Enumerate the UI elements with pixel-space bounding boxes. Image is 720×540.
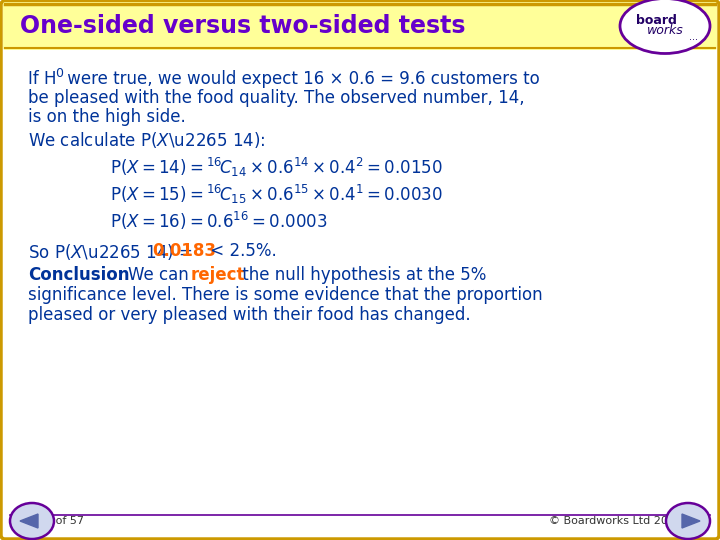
Polygon shape [682, 514, 700, 528]
Text: be pleased with the food quality. The observed number, 14,: be pleased with the food quality. The ob… [28, 89, 525, 107]
Ellipse shape [620, 0, 710, 53]
Ellipse shape [10, 503, 54, 539]
Text: : We can: : We can [117, 266, 194, 284]
Text: board: board [636, 14, 676, 26]
Text: 0.0183: 0.0183 [152, 242, 216, 260]
Text: 0: 0 [55, 67, 63, 80]
Text: Conclusion: Conclusion [28, 266, 130, 284]
Text: $\mathrm{P}(X = 14) = {}^{16}\!C_{14} \times 0.6^{14} \times 0.4^{2} = 0.0150$: $\mathrm{P}(X = 14) = {}^{16}\!C_{14} \t… [110, 156, 443, 179]
Text: the null hypothesis at the 5%: the null hypothesis at the 5% [237, 266, 487, 284]
Text: One-sided versus two-sided tests: One-sided versus two-sided tests [20, 14, 466, 38]
Text: ...: ... [690, 32, 698, 42]
Text: $\mathrm{P}(X = 15) = {}^{16}\!C_{15} \times 0.6^{15} \times 0.4^{1} = 0.0030$: $\mathrm{P}(X = 15) = {}^{16}\!C_{15} \t… [110, 183, 443, 206]
Text: works: works [647, 24, 683, 37]
Ellipse shape [666, 503, 710, 539]
Text: $\mathrm{P}(X = 16) = 0.6^{16} = 0.0003$: $\mathrm{P}(X = 16) = 0.6^{16} = 0.0003$ [110, 210, 328, 232]
Text: If H: If H [28, 70, 56, 88]
Text: 38 of 57: 38 of 57 [38, 516, 84, 526]
Text: We calculate P($\mathit{X}$\u2265 14):: We calculate P($\mathit{X}$\u2265 14): [28, 130, 266, 150]
Text: pleased or very pleased with their food has changed.: pleased or very pleased with their food … [28, 306, 471, 324]
Text: reject: reject [191, 266, 246, 284]
FancyBboxPatch shape [3, 2, 717, 50]
Text: is on the high side.: is on the high side. [28, 108, 186, 126]
Text: significance level. There is some evidence that the proportion: significance level. There is some eviden… [28, 286, 543, 304]
Polygon shape [20, 514, 38, 528]
Text: were true, we would expect 16 × 0.6 = 9.6 customers to: were true, we would expect 16 × 0.6 = 9.… [62, 70, 540, 88]
Text: So P($\mathit{X}$\u2265 14) =: So P($\mathit{X}$\u2265 14) = [28, 242, 194, 262]
Text: < 2.5%.: < 2.5%. [205, 242, 276, 260]
Text: © Boardworks Ltd 2006: © Boardworks Ltd 2006 [549, 516, 682, 526]
